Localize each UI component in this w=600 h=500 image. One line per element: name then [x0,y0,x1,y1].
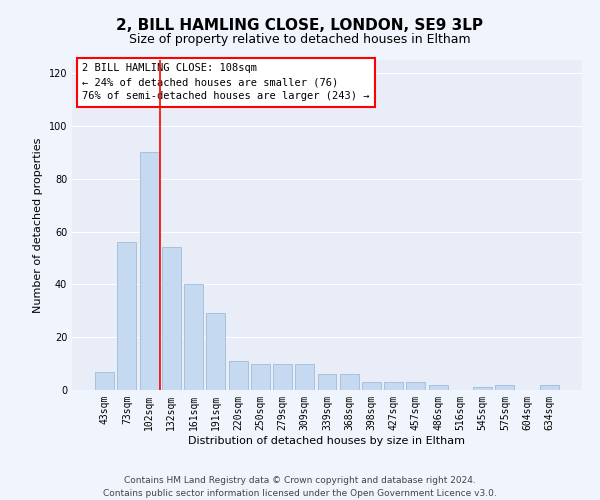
Bar [317,374,337,390]
Bar [140,152,158,390]
Bar [184,284,203,390]
Text: 2 BILL HAMLING CLOSE: 108sqm
← 24% of detached houses are smaller (76)
76% of se: 2 BILL HAMLING CLOSE: 108sqm ← 24% of de… [82,64,370,102]
X-axis label: Distribution of detached houses by size in Eltham: Distribution of detached houses by size … [188,436,466,446]
Bar [384,382,403,390]
Text: Contains HM Land Registry data © Crown copyright and database right 2024.
Contai: Contains HM Land Registry data © Crown c… [103,476,497,498]
Y-axis label: Number of detached properties: Number of detached properties [33,138,43,312]
Bar [540,384,559,390]
Bar [206,314,225,390]
Bar [95,372,114,390]
Bar [429,384,448,390]
Bar [162,248,181,390]
Bar [229,361,248,390]
Bar [340,374,359,390]
Text: Size of property relative to detached houses in Eltham: Size of property relative to detached ho… [129,32,471,46]
Bar [496,384,514,390]
Bar [118,242,136,390]
Text: 2, BILL HAMLING CLOSE, LONDON, SE9 3LP: 2, BILL HAMLING CLOSE, LONDON, SE9 3LP [116,18,484,32]
Bar [273,364,292,390]
Bar [251,364,270,390]
Bar [406,382,425,390]
Bar [362,382,381,390]
Bar [473,388,492,390]
Bar [295,364,314,390]
